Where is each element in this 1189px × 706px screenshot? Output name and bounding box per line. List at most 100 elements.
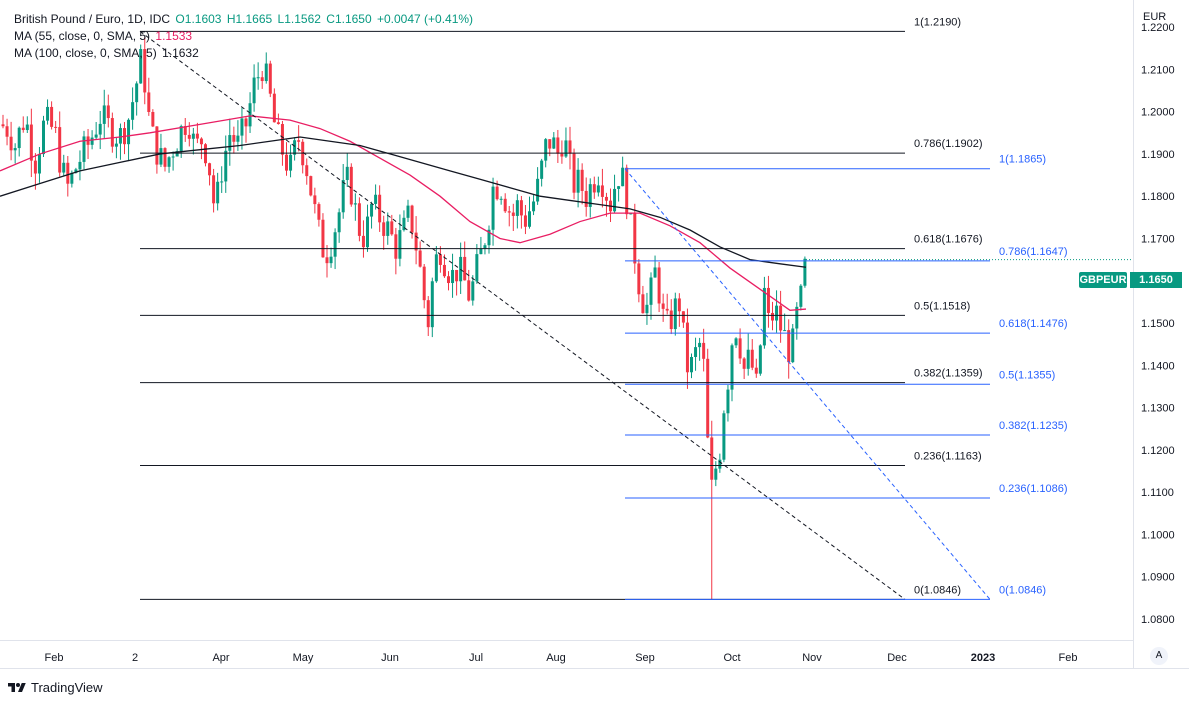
candle-body <box>657 267 661 304</box>
candle-body <box>305 165 309 177</box>
fib-blue-level-label: 0.786(1.1647) <box>999 246 1068 258</box>
candle-body <box>135 83 139 103</box>
candle-body <box>21 127 25 131</box>
candle-body <box>507 211 511 213</box>
candle-body <box>532 201 536 212</box>
candle-body <box>511 212 515 216</box>
candle-body <box>272 93 276 123</box>
candle-body <box>722 413 726 460</box>
fib-black-trend-line[interactable] <box>139 30 906 600</box>
time-tick-label: Aug <box>546 652 566 664</box>
candle-body <box>779 305 783 331</box>
candle-body <box>588 184 592 207</box>
candle-body <box>204 144 207 164</box>
candle-body <box>139 49 143 84</box>
candle-body <box>62 162 66 173</box>
candle-body <box>536 178 540 202</box>
fib-blue-level-label: 0(1.0846) <box>999 584 1046 596</box>
candle-body <box>309 176 313 196</box>
time-tick-label: Jun <box>381 652 399 664</box>
candle-body <box>673 298 677 330</box>
candle-body <box>9 136 13 151</box>
candle-body <box>726 389 730 414</box>
candle-body <box>131 102 135 120</box>
candle-body <box>102 105 106 124</box>
candle-body <box>629 213 633 215</box>
candle-body <box>479 248 483 255</box>
candle-body <box>143 49 147 93</box>
currency-unit[interactable]: EUR <box>1143 11 1167 23</box>
candle-body <box>216 181 220 204</box>
candle-body <box>410 205 414 233</box>
candle-body <box>499 198 503 200</box>
candle-body <box>762 287 766 346</box>
candle-body <box>353 203 357 205</box>
fib-black-level-label: 0.382(1.1359) <box>914 368 983 380</box>
candle-body <box>519 200 523 216</box>
candle-body <box>710 437 714 480</box>
candle-body <box>560 153 564 157</box>
candle-body <box>649 277 653 305</box>
fib-blue-level-label: 0.5(1.1355) <box>999 369 1055 381</box>
fib-blue-level-label: 0.382(1.1235) <box>999 420 1068 432</box>
ohlc-row: British Pound / Euro, 1D, IDC O1.1603 H1… <box>14 11 473 28</box>
candle-body <box>106 105 110 119</box>
candle-body <box>78 161 82 170</box>
candle-body <box>264 63 268 82</box>
auto-scale-button[interactable]: A <box>1150 647 1168 665</box>
candle-body <box>42 120 45 155</box>
candle-body <box>685 322 689 373</box>
time-tick-label: Feb <box>1059 652 1078 664</box>
candle-body <box>361 235 365 248</box>
ma100-row[interactable]: MA (100, close, 0, SMA, 5) 1.1632 <box>14 45 473 62</box>
change-value: +0.0047 (+0.41%) <box>376 12 474 26</box>
candle-body <box>110 118 114 147</box>
candle-body <box>159 148 163 165</box>
candle-body <box>155 126 159 165</box>
candle-body <box>495 186 499 200</box>
candle-body <box>66 162 70 184</box>
candle-body <box>386 221 390 236</box>
candle-body <box>325 257 329 264</box>
candle-body <box>592 184 596 193</box>
candle-body <box>758 345 762 374</box>
candle-body <box>572 153 576 193</box>
candle-body <box>552 137 556 149</box>
candle-body <box>329 256 333 264</box>
candle-body <box>515 200 519 216</box>
candle-body <box>341 180 345 213</box>
candle-body <box>714 468 718 480</box>
candle-body <box>669 310 673 330</box>
candle-body <box>564 140 568 157</box>
ma55-row[interactable]: MA (55, close, 0, SMA, 5) 1.1533 <box>14 28 473 45</box>
candle-body <box>576 169 580 193</box>
open-value: 1.1603 <box>184 12 222 26</box>
fib-blue-level-label: 0.236(1.1086) <box>999 483 1068 495</box>
candle-body <box>25 124 29 131</box>
candle-body <box>787 330 791 363</box>
candle-body <box>212 175 216 204</box>
candle-body <box>775 305 779 321</box>
candle-body <box>471 281 475 301</box>
candle-body <box>718 459 722 469</box>
high-label: H <box>226 12 236 26</box>
fib-blue-trend-line[interactable] <box>624 168 991 600</box>
candle-body <box>540 160 544 179</box>
candle-body <box>37 154 41 174</box>
last-price-tag: 1.1650 <box>1130 272 1182 288</box>
candle-body <box>475 254 479 282</box>
candle-body <box>766 287 770 313</box>
candle-body <box>317 204 321 220</box>
time-tick-label: 2023 <box>971 652 995 664</box>
tradingview-branding[interactable]: TradingView <box>6 680 103 695</box>
candle-body <box>236 135 240 142</box>
candle-body <box>199 138 203 145</box>
fib-black-level-label: 0.236(1.1163) <box>914 450 982 462</box>
price-tick-label: 1.2200 <box>1141 22 1175 34</box>
candle-body <box>677 298 681 312</box>
ma100-value: 1.1632 <box>162 46 199 60</box>
chart-legend: British Pound / Euro, 1D, IDC O1.1603 H1… <box>14 11 473 62</box>
candle-body <box>548 139 552 149</box>
candle-body <box>706 358 710 438</box>
